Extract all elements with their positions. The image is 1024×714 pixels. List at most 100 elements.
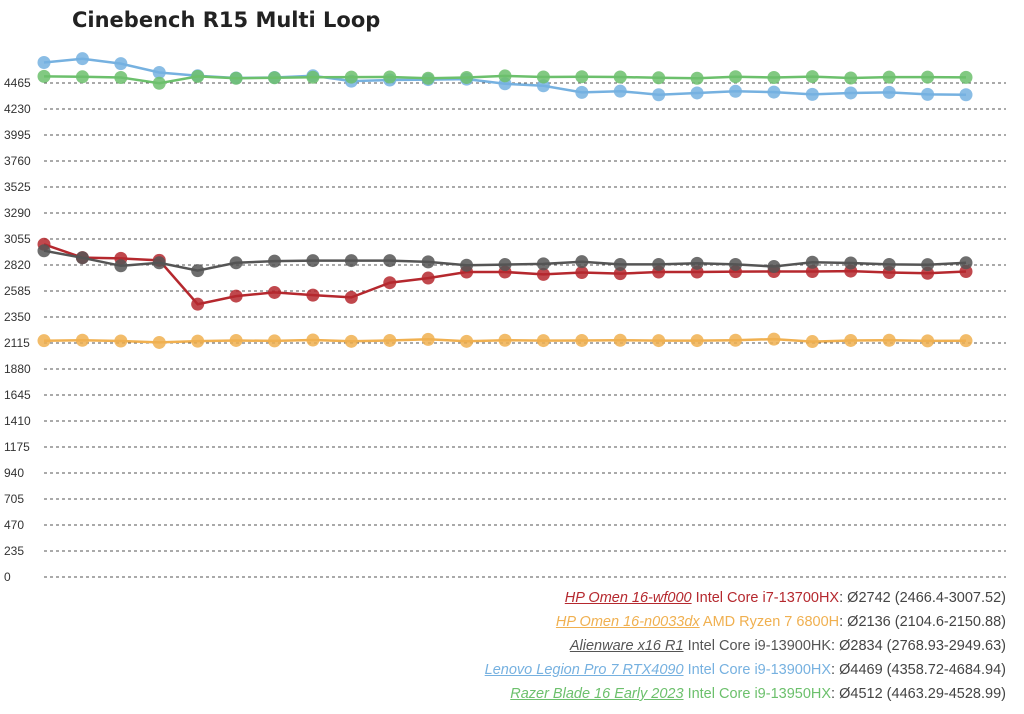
data-point[interactable] <box>306 254 320 268</box>
data-point[interactable] <box>729 84 742 98</box>
data-point[interactable] <box>613 84 627 98</box>
data-point[interactable] <box>306 70 320 84</box>
data-point[interactable] <box>344 254 358 268</box>
data-point[interactable] <box>268 254 281 268</box>
legend-link-hp-omen-16-n0033dx[interactable]: HP Omen 16-n0033dx <box>555 614 700 630</box>
data-point[interactable] <box>37 69 51 83</box>
data-point[interactable] <box>767 332 781 346</box>
data-point[interactable] <box>690 71 704 85</box>
data-point[interactable] <box>421 255 435 269</box>
data-point[interactable] <box>767 85 781 99</box>
data-point[interactable] <box>75 70 89 84</box>
data-point[interactable] <box>767 260 781 274</box>
data-point[interactable] <box>729 333 742 347</box>
data-point[interactable] <box>75 333 89 347</box>
legend-link-alienware-x16-r1[interactable]: Alienware x16 R1 <box>569 638 684 654</box>
data-point[interactable] <box>421 71 435 85</box>
data-point[interactable] <box>114 70 128 84</box>
data-point[interactable] <box>536 334 550 348</box>
data-point[interactable] <box>191 297 205 311</box>
data-point[interactable] <box>421 332 435 346</box>
data-point[interactable] <box>575 333 589 347</box>
data-point[interactable] <box>383 254 397 268</box>
data-point[interactable] <box>229 289 243 303</box>
data-point[interactable] <box>921 334 935 348</box>
data-point[interactable] <box>37 244 51 258</box>
data-point[interactable] <box>114 259 128 273</box>
data-point[interactable] <box>805 70 819 84</box>
data-point[interactable] <box>729 257 742 271</box>
data-point[interactable] <box>575 70 589 84</box>
data-point[interactable] <box>383 333 397 347</box>
data-point[interactable] <box>882 85 896 99</box>
data-point[interactable] <box>37 334 51 348</box>
data-point[interactable] <box>959 88 973 102</box>
data-point[interactable] <box>191 334 205 348</box>
data-point[interactable] <box>613 333 627 347</box>
data-point[interactable] <box>268 334 281 348</box>
data-point[interactable] <box>37 56 51 70</box>
data-point[interactable] <box>460 70 474 84</box>
legend-link-razer-blade-16[interactable]: Razer Blade 16 Early 2023 <box>510 686 684 702</box>
data-point[interactable] <box>690 256 704 270</box>
data-point[interactable] <box>344 334 358 348</box>
data-point[interactable] <box>75 251 89 265</box>
data-point[interactable] <box>268 285 281 299</box>
data-point[interactable] <box>767 70 781 84</box>
legend-link-hp-omen-16-wf000[interactable]: HP Omen 16-wf000 <box>564 590 692 606</box>
data-point[interactable] <box>460 258 474 272</box>
data-point[interactable] <box>114 334 128 348</box>
data-point[interactable] <box>421 271 435 285</box>
data-point[interactable] <box>652 257 666 271</box>
data-point[interactable] <box>613 257 627 271</box>
data-point[interactable] <box>959 256 973 270</box>
data-point[interactable] <box>268 71 281 85</box>
data-point[interactable] <box>229 71 243 85</box>
data-point[interactable] <box>383 70 397 84</box>
data-point[interactable] <box>652 334 666 348</box>
data-point[interactable] <box>152 76 166 90</box>
data-point[interactable] <box>152 335 166 349</box>
data-point[interactable] <box>575 255 589 269</box>
data-point[interactable] <box>690 334 704 348</box>
data-point[interactable] <box>882 257 896 271</box>
data-point[interactable] <box>921 70 935 84</box>
data-point[interactable] <box>306 333 320 347</box>
data-point[interactable] <box>344 290 358 304</box>
data-point[interactable] <box>536 267 550 281</box>
data-point[interactable] <box>306 288 320 302</box>
data-point[interactable] <box>383 276 397 290</box>
data-point[interactable] <box>921 258 935 272</box>
data-point[interactable] <box>882 333 896 347</box>
data-point[interactable] <box>498 333 512 347</box>
data-point[interactable] <box>536 257 550 271</box>
data-point[interactable] <box>229 256 243 270</box>
data-point[interactable] <box>690 86 704 100</box>
data-point[interactable] <box>498 69 512 83</box>
data-point[interactable] <box>152 65 166 79</box>
data-point[interactable] <box>959 334 973 348</box>
data-point[interactable] <box>844 256 858 270</box>
data-point[interactable] <box>921 87 935 101</box>
data-point[interactable] <box>844 86 858 100</box>
data-point[interactable] <box>152 256 166 270</box>
data-point[interactable] <box>805 265 819 279</box>
data-point[interactable] <box>959 70 973 84</box>
data-point[interactable] <box>729 70 742 84</box>
data-point[interactable] <box>844 71 858 85</box>
data-point[interactable] <box>805 335 819 349</box>
data-point[interactable] <box>114 57 128 71</box>
data-point[interactable] <box>191 264 205 278</box>
data-point[interactable] <box>191 69 205 83</box>
data-point[interactable] <box>575 266 589 280</box>
data-point[interactable] <box>344 70 358 84</box>
data-point[interactable] <box>75 52 89 66</box>
data-point[interactable] <box>460 334 474 348</box>
data-point[interactable] <box>613 70 627 84</box>
data-point[interactable] <box>652 88 666 102</box>
data-point[interactable] <box>613 267 627 281</box>
legend-link-lenovo-legion-pro-7[interactable]: Lenovo Legion Pro 7 RTX4090 <box>484 662 684 678</box>
data-point[interactable] <box>805 87 819 101</box>
data-point[interactable] <box>882 70 896 84</box>
data-point[interactable] <box>498 258 512 272</box>
